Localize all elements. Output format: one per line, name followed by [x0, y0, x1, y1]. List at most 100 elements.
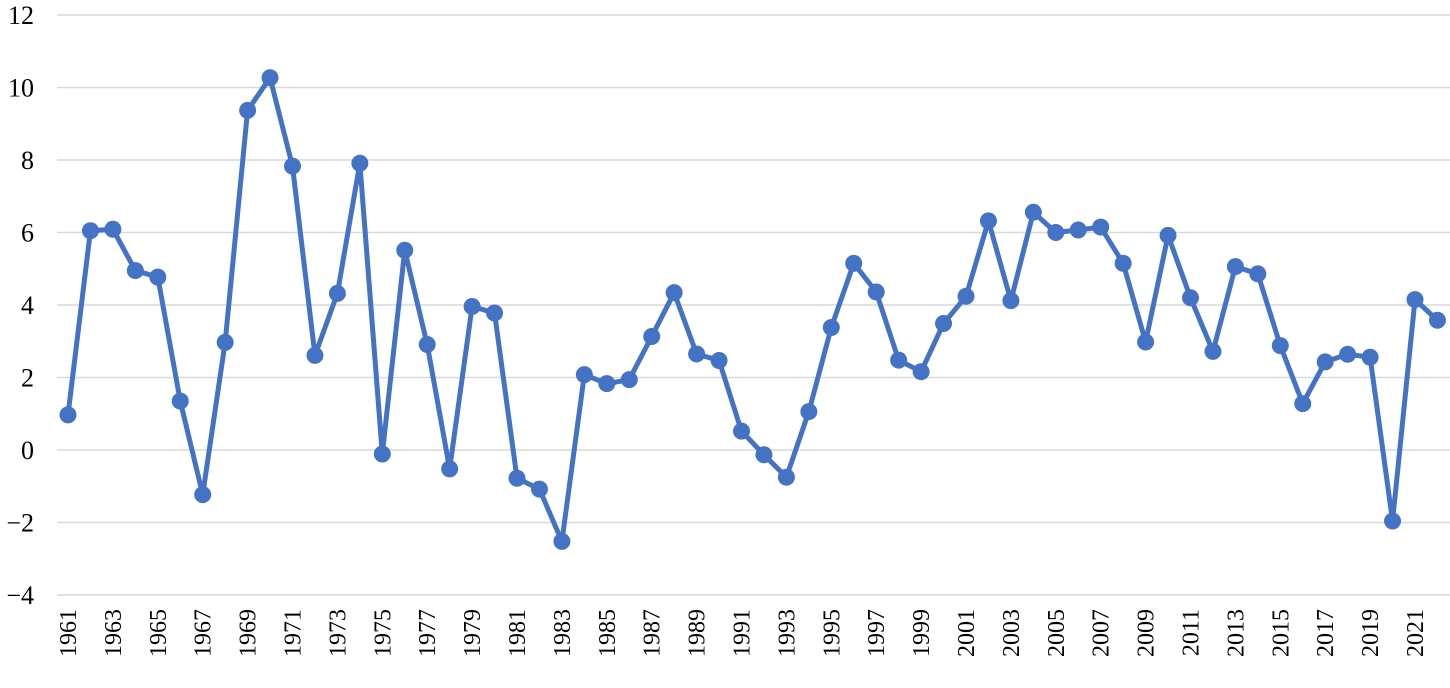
x-tick-label: 1961	[56, 609, 82, 657]
x-tick-label: 2015	[1268, 609, 1294, 657]
x-tick-label: 1997	[864, 609, 890, 657]
data-point	[463, 297, 481, 315]
data-point	[81, 222, 99, 240]
data-point	[935, 314, 953, 332]
y-tick-label: 2	[21, 364, 34, 393]
data-point	[1428, 311, 1446, 329]
data-point	[1406, 291, 1424, 309]
data-point	[1339, 345, 1357, 363]
data-point	[306, 346, 324, 364]
x-axis-ticks: 1961 1963 1965 1967 1969 1971 1973 1975 1977 1979…	[56, 609, 1429, 657]
data-point	[284, 157, 301, 175]
data-point	[553, 532, 571, 550]
x-tick-label: 2001	[954, 609, 980, 657]
y-tick-label: 0	[21, 436, 34, 465]
data-point	[598, 375, 616, 393]
data-point	[149, 268, 167, 286]
y-tick-label: 10	[8, 74, 34, 103]
x-tick-label: 1991	[730, 609, 756, 657]
x-tick-label: 1983	[550, 609, 576, 657]
x-tick-label: 1979	[460, 609, 486, 657]
data-point	[1047, 224, 1065, 241]
x-tick-label: 2019	[1358, 609, 1384, 657]
x-tick-label: 2017	[1313, 609, 1339, 657]
data-point	[710, 351, 728, 369]
x-tick-label: 1993	[774, 609, 800, 657]
data-point	[1002, 292, 1020, 310]
data-point	[1204, 342, 1222, 360]
data-point	[351, 154, 369, 172]
x-tick-label: 1987	[640, 609, 666, 657]
x-tick-label: 1999	[909, 609, 935, 657]
data-point	[59, 406, 77, 424]
x-tick-label: 1975	[370, 609, 396, 657]
series-line	[65, 75, 1440, 544]
data-point	[1361, 348, 1379, 366]
data-point	[620, 371, 638, 389]
data-point	[1226, 258, 1244, 276]
x-tick-label: 1969	[236, 609, 262, 657]
data-point	[261, 69, 279, 87]
data-point	[845, 254, 863, 272]
x-tick-label: 1973	[325, 609, 351, 657]
y-tick-label: −2	[6, 509, 34, 538]
data-point	[171, 392, 189, 410]
data-point	[239, 101, 257, 119]
data-point	[1114, 254, 1132, 272]
data-point	[1249, 265, 1267, 283]
x-tick-label: 1965	[146, 609, 172, 657]
data-point	[418, 336, 436, 354]
x-tick-label: 1995	[819, 609, 845, 657]
data-point	[508, 469, 526, 487]
data-point	[441, 460, 459, 478]
y-tick-label: 6	[21, 219, 34, 248]
data-point	[688, 345, 706, 363]
x-tick-label: 2005	[1044, 609, 1070, 657]
series	[59, 69, 1446, 550]
data-point	[486, 304, 504, 322]
data-point	[373, 445, 391, 463]
y-axis-ticks: −4 −2 0 2 4 6 8 10 12	[6, 1, 34, 610]
x-tick-label: 2009	[1134, 609, 1160, 657]
y-tick-label: 12	[8, 1, 34, 30]
data-point	[643, 328, 661, 346]
data-point	[665, 284, 683, 302]
y-tick-label: 8	[21, 146, 34, 175]
y-tick-label: 4	[21, 291, 34, 320]
data-point	[800, 403, 818, 421]
data-point	[912, 363, 930, 381]
y-tick-label: −4	[6, 581, 34, 610]
data-point	[575, 366, 593, 384]
x-tick-label: 2013	[1223, 609, 1249, 657]
data-point	[328, 284, 346, 302]
data-point	[1069, 221, 1087, 239]
x-tick-label: 1989	[685, 609, 711, 657]
data-point	[194, 486, 212, 504]
data-point	[979, 212, 997, 230]
data-point	[957, 287, 975, 305]
data-point	[1294, 395, 1312, 413]
data-point	[396, 241, 414, 259]
data-point	[1159, 226, 1177, 244]
data-point	[1316, 353, 1334, 371]
data-point	[822, 318, 840, 336]
data-point	[104, 220, 122, 238]
x-tick-label: 1963	[101, 609, 127, 657]
x-tick-label: 1985	[595, 609, 621, 657]
data-point	[126, 262, 144, 280]
data-point	[1384, 512, 1402, 530]
data-point	[530, 480, 548, 498]
data-point	[1271, 337, 1289, 355]
data-point	[867, 283, 885, 301]
x-tick-label: 2007	[1089, 609, 1115, 657]
gridlines	[57, 14, 1450, 596]
data-point	[1024, 203, 1042, 221]
data-point	[777, 468, 795, 486]
data-point	[1092, 218, 1110, 236]
data-point	[1137, 333, 1155, 351]
data-point	[1182, 289, 1199, 307]
data-point	[733, 422, 750, 440]
x-tick-label: 1977	[415, 609, 441, 657]
x-tick-label: 2003	[999, 609, 1025, 657]
x-tick-label: 1971	[281, 609, 307, 657]
